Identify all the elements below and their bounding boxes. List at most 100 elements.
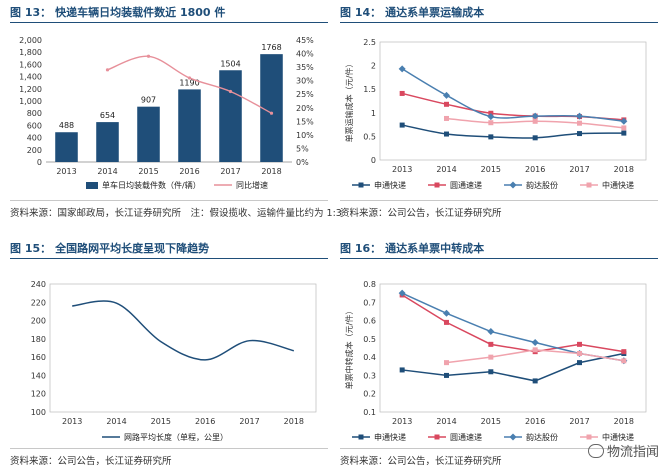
x-tick-label: 2013 [392,165,412,174]
x-tick-label: 2016 [195,417,215,426]
figure-13-number: 图 13： [10,6,52,19]
x-tick-label: 2018 [614,417,634,426]
series-marker [398,289,406,297]
series-marker [532,347,538,353]
y-tick-label: 200 [31,317,46,326]
y-tick-label: 0 [371,156,376,165]
y-tick-label: 120 [31,390,46,399]
legend-label: 中通快递 [602,432,634,442]
y-tick-label: 100 [31,408,46,417]
y2-tick-label: 30% [296,77,314,86]
x-tick-label: 2014 [106,417,126,426]
legend-label: 中通快递 [602,180,634,190]
y-tick-label: 1 [371,109,376,118]
watermark: 物流指闻 [587,441,659,460]
line-point [269,111,274,115]
y-tick-label: 600 [27,121,42,130]
figure-15-source: 资料来源：公司公告，长江证券研究所 [10,448,328,467]
data-label: 1190 [179,78,199,87]
x-tick-label: 2016 [525,417,545,426]
y-tick-label: 2.5 [363,38,376,47]
figure-16-chart: 0.1 0.2 0.3 0.4 0.5 0.6 0.7 0.8 2013 2014 2015 2016… [344,280,647,442]
series-line [401,92,624,121]
y2-tick-label: 0% [296,158,309,167]
y2-tick-label: 10% [296,131,314,140]
y-tick-label: 160 [31,353,46,362]
y2-tick-label: 20% [296,104,314,113]
plot-area [379,283,647,413]
y2-tick-label: 35% [296,63,314,72]
y-tick-label: 0.8 [363,280,376,289]
y-tick-label: 180 [31,335,46,344]
y2-tick-label: 25% [296,90,314,99]
x-tick-label: 2015 [151,417,171,426]
data-label: 1768 [261,43,281,52]
series-marker [444,372,449,378]
figure-14-source: 资料来源：公司公告，长江证券研究所 [340,200,658,219]
series-marker [444,319,449,325]
line-point [228,89,233,94]
y-tick-label: 1.5 [363,85,376,94]
y-axis-label: 单票中转成本（元/件） [344,307,354,390]
legend-marker [358,434,364,440]
bar [219,70,242,162]
figure-15-title: 图 15： 全国路网平均长度呈现下降趋势 [10,240,328,259]
y-tick-label: 0.2 [363,390,376,399]
y-tick-label: 0.7 [363,298,376,307]
y-tick-label: 1,000 [19,97,42,106]
x-tick-label: 2013 [392,417,412,426]
data-label: 907 [141,96,156,105]
series-marker [531,112,539,120]
figure-15-number: 图 15： [10,242,52,255]
line-point [105,68,110,72]
legend-marker [434,434,440,440]
y-tick-label: 1,800 [19,48,42,57]
series-marker [532,378,538,384]
y-tick-label: 240 [31,280,46,289]
x-tick-label: 2018 [284,417,304,426]
y2-tick-label: 5% [296,144,309,153]
legend-label: 圆通速递 [450,180,482,190]
figure-16-panel: 图 16： 通达系单票中转成本 0.1 0.2 0.3 0.4 0.5 0.6 0.7 0.8 2… [340,240,658,470]
series-marker [577,131,582,137]
series-marker [444,115,449,121]
figure-15-chart: 100 120 140 160 180 200 220 240 2013 2014 2015 2016… [31,280,317,442]
y2-tick-label: 15% [296,117,314,126]
x-tick-label: 2018 [614,165,634,174]
series-marker [621,125,627,131]
y-tick-label: 0.1 [363,408,376,417]
figure-16-source: 资料来源：公司公告，长江证券研究所 [340,448,658,467]
series-marker [399,122,405,128]
legend-marker [586,182,592,188]
x-tick-label: 2017 [569,165,589,174]
x-tick-label: 2014 [436,165,456,174]
plot-area [49,283,317,413]
watermark-text: 物流指闻 [606,445,659,460]
line-point [146,54,151,58]
legend-marker [434,182,440,188]
legend-marker [509,181,517,189]
line-point [187,76,192,80]
figure-13-title: 图 13： 快递车辆日均装载件数近 1800 件 [10,4,328,23]
figure-14-title-text: 通达系单票运输成本 [385,6,485,19]
y2-tick-label: 40% [296,50,314,59]
data-label: 654 [100,111,115,120]
legend-label: 韵达股份 [526,180,558,190]
series-marker [621,130,627,136]
y-tick-label: 1,400 [19,73,42,82]
figure-14-number: 图 14： [340,6,382,19]
bar [96,122,119,162]
series-line [72,300,295,361]
y-axis-label: 单票运输成本（元/件） [344,60,354,143]
legend-label: 同比增速 [236,180,268,190]
figure-14-panel: 图 14： 通达系单票运输成本 0 0.5 1 1.5 2 2.5 2013 2014 2015 2… [340,4,658,226]
x-tick-label: 2014 [436,417,456,426]
series-marker [576,112,583,120]
x-tick-label: 2016 [525,165,545,174]
series-marker [577,350,582,356]
series-marker [399,90,405,96]
y-tick-label: 0 [37,158,42,167]
legend-label: 网路平均长度（单程，公里） [124,432,228,442]
y-tick-label: 1,600 [19,60,42,69]
series-line [401,292,624,362]
